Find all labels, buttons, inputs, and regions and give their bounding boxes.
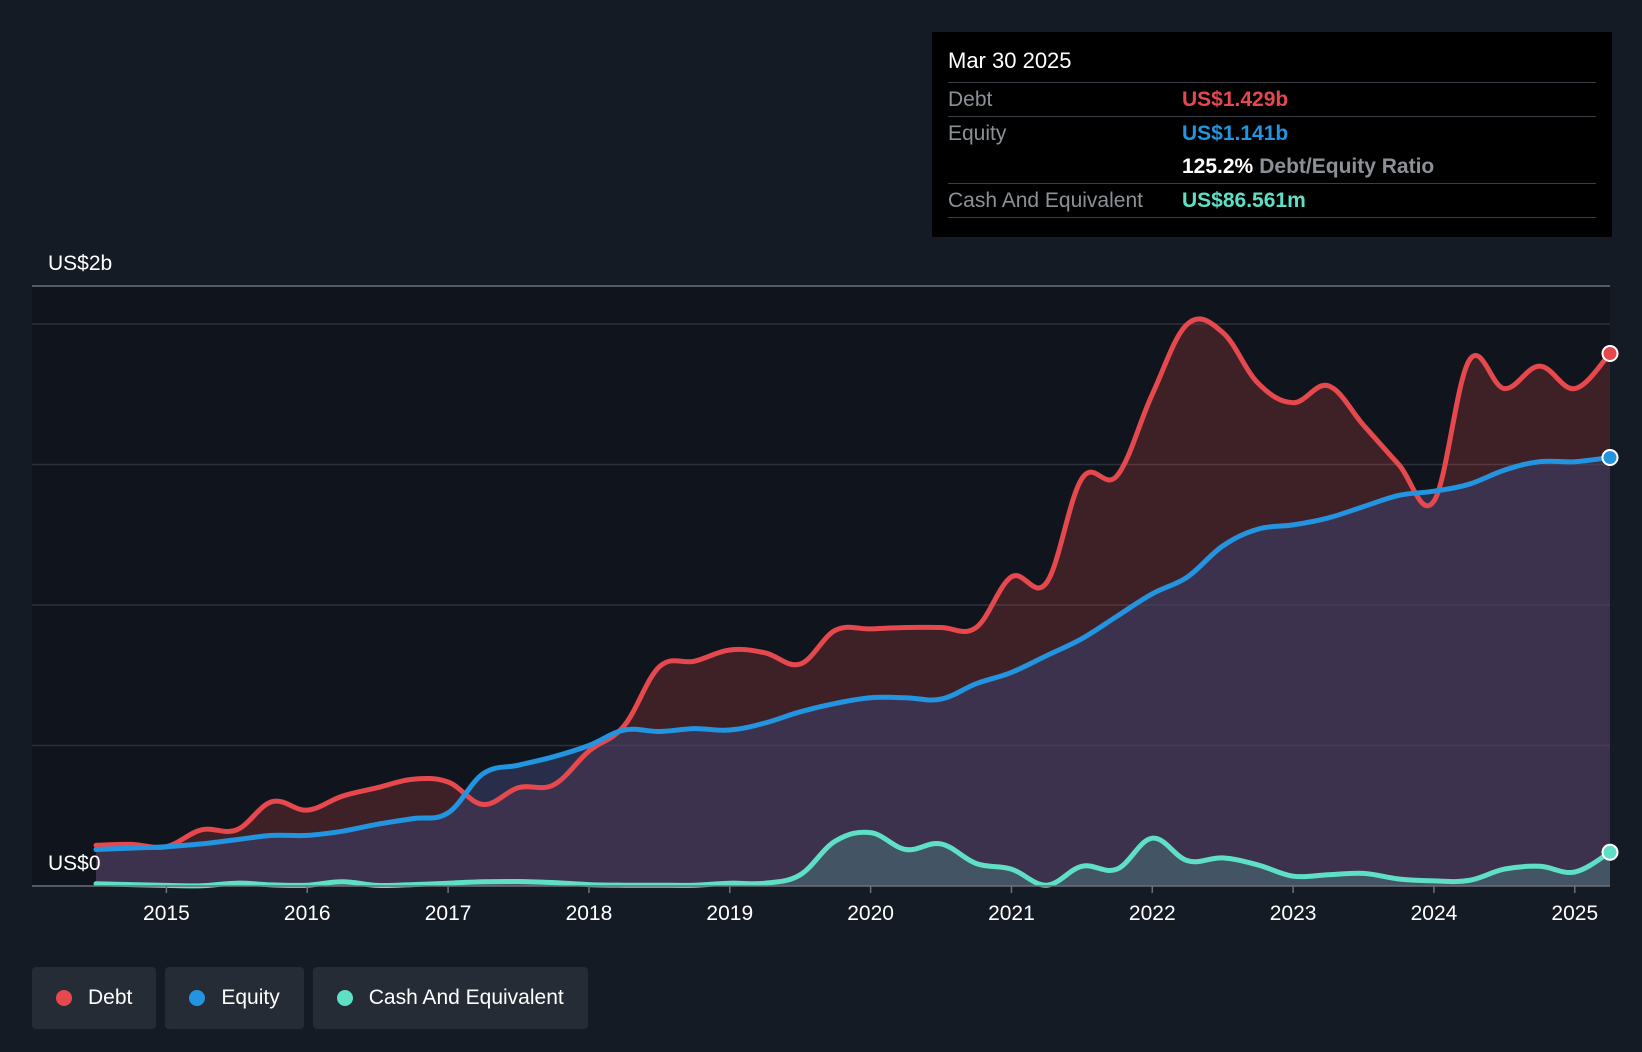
equity-area [96, 457, 1610, 886]
x-tick-label-2023: 2023 [1270, 902, 1317, 925]
debt-end-marker [1601, 345, 1619, 363]
tooltip-debt-label: Debt [948, 88, 993, 111]
x-tick-label-2018: 2018 [566, 902, 613, 925]
equity-line [93, 455, 1613, 852]
x-tick-label-2019: 2019 [706, 902, 753, 925]
legend-label-debt: Debt [88, 986, 133, 1009]
tooltip-cash-value: US$86.561m [1182, 189, 1306, 212]
x-tick-label-2015: 2015 [143, 902, 190, 925]
tooltip-ratio-value: 125.2% [1182, 155, 1254, 178]
tooltip-ratio-row: 125.2% Debt/Equity Ratio [948, 150, 1596, 184]
equity-end-marker [1601, 448, 1619, 466]
y-axis-bottom-label: US$0 [48, 852, 101, 875]
x-tick-label-2021: 2021 [988, 902, 1035, 925]
legend-item-cash[interactable]: Cash And Equivalent [312, 967, 588, 1029]
equity-dot-icon [189, 990, 206, 1006]
x-tick-label-2020: 2020 [847, 902, 894, 925]
x-tick-label-2016: 2016 [284, 902, 331, 925]
cash-area [96, 832, 1610, 886]
x-tick-label-2022: 2022 [1129, 902, 1176, 925]
cash-end-marker [1601, 843, 1619, 861]
tooltip-debt-value: US$1.429b [1182, 88, 1289, 111]
x-tick-label-2017: 2017 [425, 902, 472, 925]
tooltip-equity-label: Equity [948, 122, 1007, 145]
debt-line [93, 316, 1613, 850]
legend-item-equity[interactable]: Equity [165, 967, 304, 1029]
debt-dot-icon [56, 990, 72, 1006]
tooltip-equity-row: Equity US$1.141b [948, 117, 1596, 150]
legend-label-equity: Equity [221, 986, 280, 1009]
y-axis-top-label: US$2b [48, 252, 112, 275]
x-tick-label-2025: 2025 [1551, 902, 1598, 925]
x-tick-label-2024: 2024 [1411, 902, 1458, 925]
cash-line [93, 829, 1613, 889]
legend-label-cash: Cash And Equivalent [368, 986, 564, 1009]
cash-dot-icon [336, 990, 353, 1006]
tooltip-debt-row: Debt US$1.429b [948, 83, 1596, 117]
tooltip-panel: Mar 30 2025 Debt US$1.429b Equity US$1.1… [932, 32, 1612, 237]
legend: Debt Equity Cash And Equivalent [32, 967, 588, 1029]
tooltip-equity-value: US$1.141b [1182, 122, 1289, 145]
legend-item-debt[interactable]: Debt [32, 967, 157, 1029]
tooltip-date: Mar 30 2025 [948, 46, 1596, 83]
tooltip-cash-row: Cash And Equivalent US$86.561m [948, 184, 1596, 218]
tooltip-ratio-label: Debt/Equity Ratio [1259, 155, 1435, 178]
tooltip-cash-label: Cash And Equivalent [948, 189, 1143, 212]
